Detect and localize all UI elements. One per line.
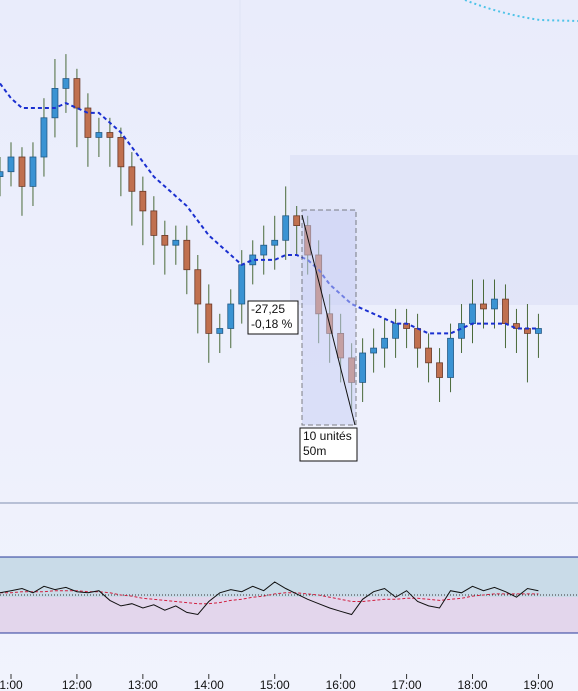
- candle-body: [150, 210, 158, 236]
- candle-body: [51, 88, 59, 119]
- osc-upper-band: [0, 557, 578, 597]
- candle-body: [480, 303, 487, 310]
- candle-body: [414, 328, 421, 349]
- x-tick-label: 16:00: [326, 678, 356, 691]
- candle-body: [260, 244, 268, 256]
- x-tick-label: 15:00: [260, 678, 290, 691]
- candle-body: [139, 190, 147, 212]
- oscillator-line: [0, 581, 539, 616]
- candle-body: [370, 347, 378, 354]
- candle-body: [29, 156, 37, 187]
- x-tick-label: 14:00: [194, 678, 224, 691]
- candle-body: [205, 303, 213, 334]
- candle-body: [0, 171, 4, 177]
- candle-body: [238, 264, 246, 305]
- candle-body: [491, 298, 498, 310]
- x-tick-label: 17:00: [392, 678, 422, 691]
- x-tick-label: 1:00: [0, 678, 23, 691]
- signal-line: [0, 590, 539, 605]
- candle-body: [381, 337, 389, 349]
- candle-body: [161, 234, 169, 246]
- candle-body: [469, 303, 476, 325]
- candle-body: [62, 78, 70, 89]
- candle-body: [392, 323, 399, 339]
- candle-body: [502, 298, 509, 325]
- candle-body: [172, 239, 180, 246]
- annotation: -27,25: [251, 302, 285, 316]
- label-box: [247, 300, 299, 335]
- candle-body: [293, 215, 301, 227]
- candle-body: [436, 362, 443, 378]
- plot: [0, 54, 578, 616]
- annotation: 50m: [303, 444, 326, 458]
- candle-body: [194, 269, 202, 305]
- candle-body: [128, 166, 136, 192]
- candle-body: [458, 323, 465, 339]
- candle-body: [425, 347, 432, 364]
- measure-line: [301, 214, 356, 426]
- x-tick-label: 18:00: [457, 678, 487, 691]
- candle-body: [117, 136, 125, 168]
- candle-body: [84, 107, 92, 138]
- candle-body: [271, 239, 279, 246]
- annotation: -0,18 %: [251, 317, 293, 331]
- candle-body: [183, 239, 191, 271]
- candle-body: [282, 215, 290, 241]
- candle-body: [40, 117, 48, 158]
- candle-body: [106, 132, 114, 138]
- annotation: 10 unités: [303, 429, 352, 443]
- x-tick-label: 12:00: [62, 678, 92, 691]
- candle-body: [95, 132, 103, 138]
- candle-body: [359, 352, 367, 383]
- moving-average: [0, 82, 539, 335]
- x-tick-label: 19:00: [523, 678, 553, 691]
- candle-body: [73, 78, 81, 109]
- label-box: [299, 427, 358, 462]
- candle-body: [216, 328, 224, 334]
- candle-body: [7, 156, 15, 173]
- candle-body: [535, 328, 542, 334]
- x-tick-label: 13:00: [128, 678, 158, 691]
- candle-body: [447, 337, 454, 378]
- measure-box: [301, 209, 357, 426]
- candle-body: [227, 303, 235, 329]
- candle-body: [513, 323, 520, 329]
- candle-body: [18, 156, 26, 187]
- osc-lower-band: [0, 597, 578, 633]
